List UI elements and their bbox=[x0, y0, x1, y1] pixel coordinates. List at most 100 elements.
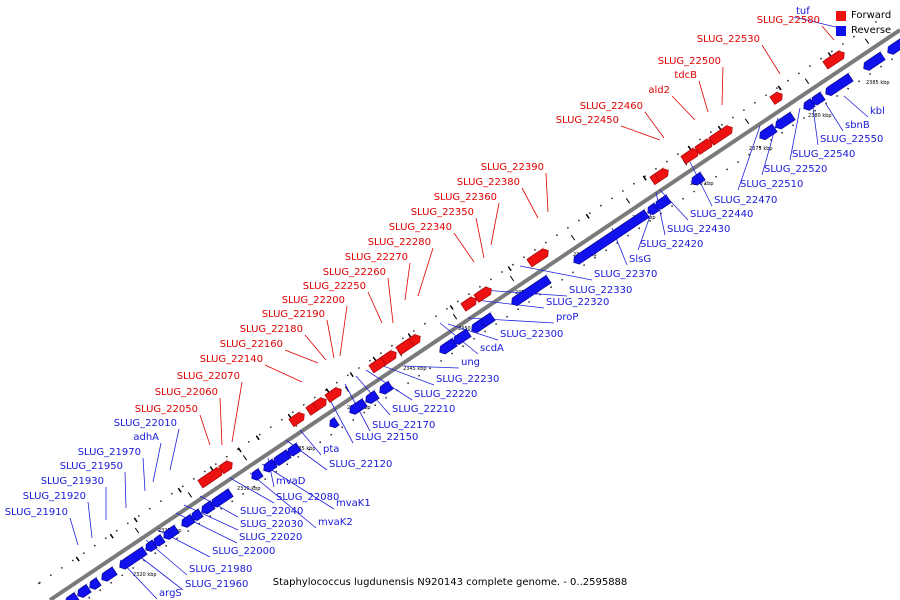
track-dot bbox=[820, 57, 822, 60]
track-dot bbox=[842, 43, 844, 45]
legend-reverse-label: Reverse bbox=[851, 25, 892, 36]
gene-label: SLUG_21970 bbox=[78, 447, 141, 458]
track-dot bbox=[280, 418, 283, 421]
gene-label: SLUG_22070 bbox=[177, 371, 240, 382]
track-dot bbox=[682, 197, 684, 200]
legend-forward-label: Forward bbox=[851, 10, 892, 21]
track-dot bbox=[776, 87, 778, 89]
track-dot bbox=[765, 94, 767, 97]
track-dot bbox=[891, 58, 893, 61]
leader-line bbox=[304, 334, 327, 361]
track-dot bbox=[313, 396, 316, 399]
gene-label: SlsG bbox=[629, 254, 651, 265]
leader-line bbox=[87, 501, 93, 539]
track-dot bbox=[380, 352, 382, 355]
track-dot bbox=[132, 567, 135, 569]
leader-line bbox=[219, 397, 223, 446]
reverse-gene-block bbox=[759, 123, 778, 141]
track-dot bbox=[374, 404, 377, 407]
track-mark bbox=[237, 447, 242, 453]
gene-label: scdA bbox=[480, 343, 504, 354]
gene-block-top bbox=[826, 71, 851, 89]
track-dot bbox=[726, 168, 728, 171]
reverse-gene-block bbox=[887, 38, 900, 55]
gene-block-top bbox=[78, 582, 89, 590]
gene-label: kbl bbox=[870, 106, 885, 117]
legend-forward: Forward bbox=[836, 8, 891, 23]
track-dot bbox=[715, 175, 717, 178]
track-dot bbox=[159, 500, 162, 502]
gene-block-top bbox=[182, 512, 193, 520]
gene-label: pta bbox=[323, 444, 339, 455]
track-dot bbox=[671, 205, 673, 208]
gene-block-top bbox=[473, 285, 488, 295]
track-dot bbox=[875, 21, 877, 23]
gene-label: argS bbox=[159, 588, 182, 599]
track-dot bbox=[831, 50, 833, 53]
reverse-gene-block bbox=[655, 194, 672, 210]
track-dot bbox=[231, 500, 234, 503]
track-dot bbox=[181, 485, 184, 488]
track-dot bbox=[787, 79, 789, 82]
track-dot bbox=[534, 249, 536, 251]
legend: Forward Reverse bbox=[836, 8, 891, 38]
track-dot bbox=[424, 322, 426, 325]
track-dot bbox=[649, 220, 651, 222]
gene-block-top bbox=[146, 538, 155, 545]
track-dot bbox=[611, 197, 613, 200]
track-dot bbox=[462, 345, 464, 348]
gene-block-top bbox=[288, 441, 299, 449]
tick-mark bbox=[509, 275, 515, 282]
gene-block-top bbox=[812, 90, 823, 98]
track-dot bbox=[435, 315, 437, 318]
gene-label: SLUG_21960 bbox=[185, 579, 248, 590]
reverse-gene-block bbox=[191, 508, 204, 521]
tick-label: 2345 kbp bbox=[403, 366, 427, 372]
leader-line bbox=[199, 495, 239, 518]
track-dot bbox=[126, 522, 129, 525]
track-dot bbox=[457, 300, 459, 303]
gene-label: SLUG_22060 bbox=[155, 387, 218, 398]
tick-label: 2380 kbp bbox=[808, 113, 832, 119]
track-dot bbox=[385, 396, 387, 399]
gene-block-top bbox=[380, 348, 393, 358]
gene-label: SLUG_22220 bbox=[414, 389, 477, 400]
track-dot bbox=[600, 204, 602, 207]
forward-swatch bbox=[836, 10, 846, 21]
gene-label: SLUG_22250 bbox=[303, 281, 366, 292]
gene-labels[interactable]: SLUG_22050 SLUG_22060 SLUG_22070 SLUG_22140… bbox=[5, 6, 885, 599]
legend-reverse: Reverse bbox=[836, 23, 891, 38]
gene-label: SLUG_22280 bbox=[368, 237, 431, 248]
track-dot bbox=[176, 537, 179, 540]
gene-block-top bbox=[395, 336, 411, 348]
forward-gene-block bbox=[708, 125, 733, 146]
gene-label: SLUG_21950 bbox=[60, 461, 123, 472]
gene-label: SLUG_22450 bbox=[556, 115, 619, 126]
track-dot bbox=[578, 219, 580, 222]
gene-label: SLUG_22140 bbox=[200, 354, 263, 365]
gene-block-top bbox=[649, 171, 657, 178]
gene-label: SLUG_21930 bbox=[41, 476, 104, 487]
track-dot bbox=[352, 419, 355, 421]
gene-label: SLUG_22170 bbox=[372, 420, 435, 431]
gene-block-top bbox=[472, 316, 485, 325]
track-dot bbox=[803, 117, 805, 119]
track-dot bbox=[187, 530, 190, 532]
gene-label: SLUG_22120 bbox=[329, 459, 392, 470]
leader-line bbox=[689, 161, 713, 207]
track-mark bbox=[177, 487, 182, 493]
track-dot bbox=[49, 574, 52, 577]
gene-block-top bbox=[680, 146, 695, 157]
leader-line bbox=[299, 429, 322, 456]
track-dot bbox=[556, 234, 558, 237]
track-dot bbox=[60, 567, 63, 569]
track-dot bbox=[413, 330, 415, 332]
reverse-gene-block bbox=[101, 566, 118, 582]
track-dot bbox=[291, 411, 294, 414]
gene-label: SLUG_22010 bbox=[114, 418, 177, 429]
gene-label: tdcB bbox=[674, 70, 697, 81]
gene-block-top bbox=[305, 401, 315, 408]
track-dot bbox=[512, 263, 514, 266]
track-dot bbox=[479, 285, 481, 288]
reverse-swatch bbox=[836, 25, 846, 36]
